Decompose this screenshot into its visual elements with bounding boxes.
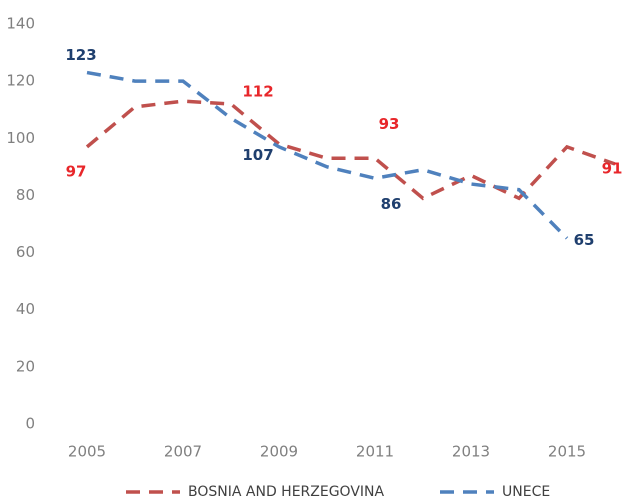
data-label: 123 bbox=[65, 46, 96, 64]
y-tick-label: 60 bbox=[16, 243, 35, 261]
x-tick-label: 2013 bbox=[452, 443, 490, 461]
x-tick-label: 2015 bbox=[548, 443, 586, 461]
data-label: 107 bbox=[242, 146, 273, 164]
data-label: 97 bbox=[66, 162, 87, 180]
y-tick-label: 120 bbox=[6, 72, 35, 90]
y-tick-label: 40 bbox=[16, 300, 35, 318]
x-tick-label: 2009 bbox=[260, 443, 298, 461]
data-label: 112 bbox=[242, 83, 273, 101]
legend-label: BOSNIA AND HERZEGOVINA bbox=[188, 484, 385, 500]
x-tick-label: 2011 bbox=[356, 443, 394, 461]
y-tick-label: 0 bbox=[25, 415, 35, 433]
series-line bbox=[86, 70, 569, 240]
x-tick-label: 2007 bbox=[164, 443, 202, 461]
series-line bbox=[85, 99, 616, 201]
data-label: 86 bbox=[381, 195, 402, 213]
data-label: 65 bbox=[574, 231, 595, 249]
y-tick-label: 20 bbox=[16, 357, 35, 375]
y-tick-label: 140 bbox=[6, 15, 35, 33]
data-label: 91 bbox=[602, 160, 623, 178]
y-tick-label: 80 bbox=[16, 186, 35, 204]
y-tick-label: 100 bbox=[6, 129, 35, 147]
legend-label: UNECE bbox=[502, 484, 550, 500]
data-label: 93 bbox=[379, 115, 400, 133]
x-tick-label: 2005 bbox=[68, 443, 106, 461]
